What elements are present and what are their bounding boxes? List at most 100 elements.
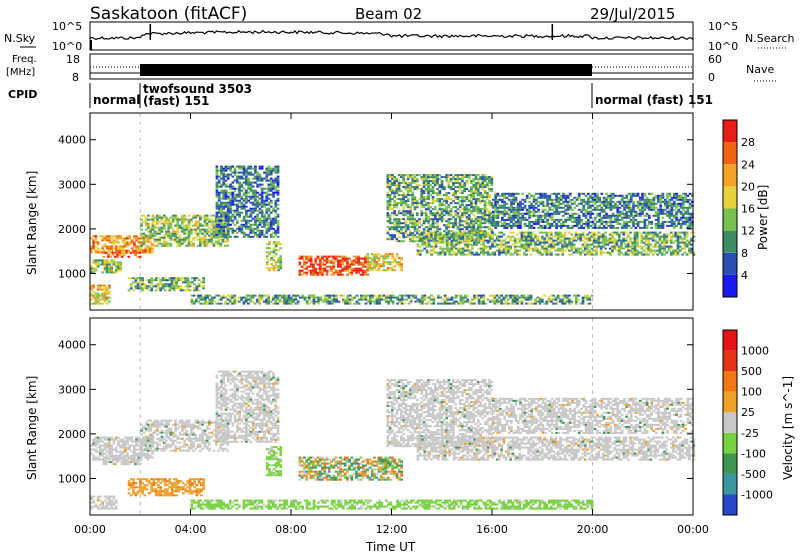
data-cell [231,209,235,212]
data-cell [650,202,653,205]
data-cell [126,243,129,246]
data-cell [463,212,467,215]
data-cell [490,188,494,191]
data-cell [476,212,480,215]
data-cell [240,229,244,232]
data-cell [430,253,433,256]
data-cell [483,230,487,233]
data-cell [402,222,405,225]
data-cell [386,255,390,258]
data-cell [181,228,184,231]
data-cell [154,279,158,282]
data-cell [99,249,102,252]
data-cell [249,235,253,238]
data-cell [470,220,473,223]
data-cell [157,283,160,286]
data-cell [663,212,667,215]
data-cell [238,199,241,202]
data-cell [634,222,638,225]
data-cell [231,229,235,232]
data-cell [595,253,598,256]
data-cell [589,216,592,219]
data-cell [415,204,419,207]
data-cell [434,176,437,179]
data-cell [455,243,458,246]
data-cell [692,239,696,242]
data-cell [422,236,426,239]
data-cell [185,232,189,235]
data-cell [593,249,596,252]
data-cell [681,212,685,215]
data-cell [456,190,460,193]
data-cell [226,244,229,247]
data-cell [479,176,482,179]
data-cell [148,249,152,252]
data-cell [439,239,442,242]
data-cell [158,236,161,239]
data-cell [539,196,543,199]
data-cell [466,245,470,248]
data-cell [162,226,166,229]
data-cell [184,281,187,284]
data-cell [568,249,571,252]
data-cell [615,249,619,252]
data-cell [90,302,93,305]
data-cell [511,243,515,246]
data-cell [643,218,647,221]
data-cell [391,190,394,193]
data-cell [357,261,360,264]
data-cell [474,188,478,191]
data-cell [486,231,490,234]
data-cell [611,212,615,215]
data-cell [491,251,494,254]
data-cell [632,216,635,219]
data-cell [620,247,623,250]
data-cell [406,200,410,203]
data-cell [586,245,589,248]
data-cell [242,193,246,196]
data-cell [151,232,155,235]
data-cell [309,263,313,266]
data-cell [220,209,223,212]
data-cell [303,263,306,266]
data-cell [546,200,549,203]
data-cell [605,196,608,199]
data-cell [224,233,228,236]
data-cell [625,220,629,223]
data-cell [146,249,150,252]
data-cell [256,185,259,188]
data-cell [263,235,266,238]
data-cell [429,206,433,209]
data-cell [472,190,476,193]
data-cell [505,212,509,215]
data-cell [247,187,250,190]
data-cell [457,241,460,244]
data-cell [465,176,469,179]
data-cell [400,176,403,179]
data-cell [223,230,227,233]
data-cell [438,214,442,217]
data-cell [559,210,563,213]
data-cell [670,220,674,223]
data-cell [176,238,180,241]
data-cell [584,249,587,252]
data-cell [400,265,403,268]
data-cell [436,230,439,233]
data-cell [449,230,453,233]
data-cell [648,206,651,209]
data-cell [591,220,595,223]
data-cell [265,203,269,206]
data-cell [474,190,478,193]
data-cell [215,203,219,206]
data-cell [479,184,482,187]
data-cell [110,247,114,250]
data-cell [265,167,269,170]
data-cell [388,174,392,177]
data-cell [454,206,457,209]
data-cell [272,167,275,170]
data-cell [490,202,494,205]
data-cell [179,285,183,288]
data-cell [618,202,622,205]
data-cell [476,226,480,229]
data-cell [438,228,442,231]
